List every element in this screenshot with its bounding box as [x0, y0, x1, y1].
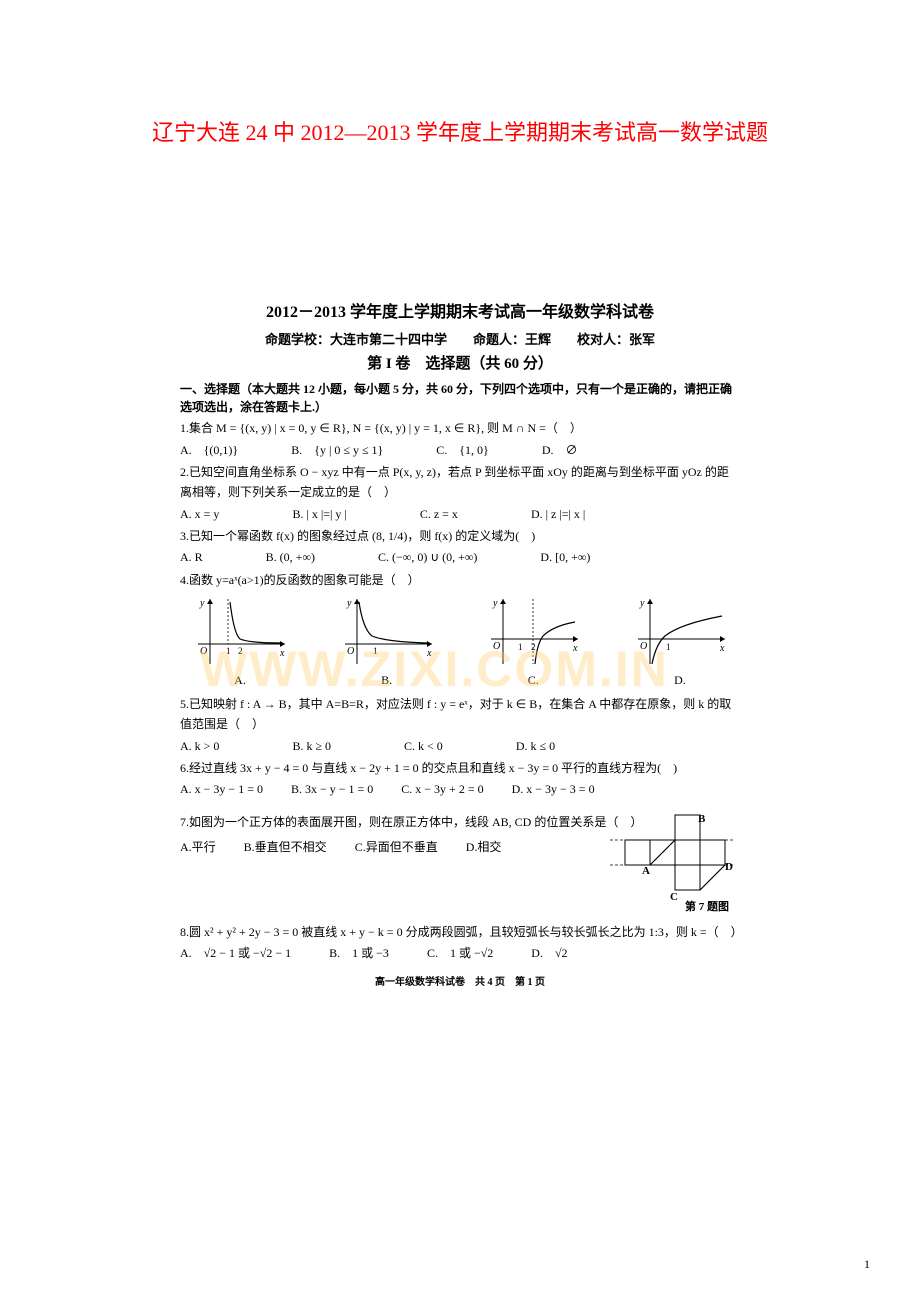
svg-text:y: y — [346, 598, 352, 609]
main-title: 辽宁大连 24 中 2012—2013 学年度上学期期末考试高一数学试题 — [0, 0, 920, 147]
svg-text:B: B — [698, 813, 706, 825]
instruction: 一、选择题（本大题共 12 小题，每小题 5 分，共 60 分，下列四个选项中，… — [180, 380, 740, 416]
q3-opt-b: B. (0, +∞) — [266, 548, 315, 567]
q2-opt-a: A. x = y — [180, 505, 219, 524]
q1-opt-d: D. ∅ — [542, 443, 578, 457]
q7-opt-c: C.异面但不垂直 — [355, 838, 438, 857]
options-5: A. k > 0 B. k ≥ 0 C. k < 0 D. k ≤ 0 — [180, 737, 740, 756]
q5-opt-c: C. k < 0 — [404, 737, 443, 756]
q2-opt-c: C. z = x — [420, 505, 458, 524]
q8-opt-b: B. 1 或 −3 — [329, 944, 389, 963]
svg-text:x: x — [719, 643, 725, 654]
q1-opt-c: C. {1, 0} — [436, 441, 489, 460]
q3-opt-a: A. R — [180, 548, 203, 567]
svg-text:y: y — [199, 598, 205, 609]
svg-text:D: D — [725, 861, 733, 873]
watermark: WWW.ZIXI.COM.IN — [200, 640, 669, 698]
q6-opt-a: A. x − 3y − 1 = 0 — [180, 780, 263, 799]
exam-title: 2012－2013 学年度上学期期末考试高一年级数学科试卷 — [180, 300, 740, 326]
exam-subtitle: 命题学校：大连市第二十四中学 命题人：王辉 校对人：张军 — [180, 330, 740, 351]
q8-opt-d: D. √2 — [531, 946, 567, 960]
cube-net-diagram: A B C D 第 7 题图 — [610, 812, 740, 922]
q8-opt-c: C. 1 或 −√2 — [427, 944, 493, 963]
q3-opt-c: C. (−∞, 0) ∪ (0, +∞) — [378, 548, 477, 567]
q2-opt-d: D. | z |=| x | — [531, 507, 585, 521]
options-2: A. x = y B. | x |=| y | C. z = x D. | z … — [180, 505, 740, 524]
q7-opt-d: D.相交 — [466, 840, 502, 854]
svg-text:y: y — [639, 598, 645, 609]
section-title: 第 I 卷 选择题（共 60 分） — [180, 352, 740, 376]
q1-opt-a: A. {(0,1)} — [180, 441, 238, 460]
q7-opt-a: A.平行 — [180, 838, 216, 857]
options-1: A. {(0,1)} B. {y | 0 ≤ y ≤ 1} C. {1, 0} … — [180, 441, 740, 460]
question-5: 5.已知映射 f : A → B，其中 A=B=R，对应法则 f : y = e… — [180, 694, 740, 735]
question-4: 4.函数 y=aˣ(a>1)的反函数的图象可能是（ ） — [180, 570, 740, 590]
q6-opt-d: D. x − 3y − 3 = 0 — [512, 782, 595, 796]
question-8: 8.圆 x² + y² + 2y − 3 = 0 被直线 x + y − k =… — [180, 922, 740, 942]
q2-opt-b: B. | x |=| y | — [292, 505, 346, 524]
options-3: A. R B. (0, +∞) C. (−∞, 0) ∪ (0, +∞) D. … — [180, 548, 740, 567]
page-number: 1 — [864, 1257, 870, 1272]
q8-opt-a: A. √2 − 1 或 −√2 − 1 — [180, 944, 291, 963]
options-6: A. x − 3y − 1 = 0 B. 3x − y − 1 = 0 C. x… — [180, 780, 740, 799]
options-8: A. √2 − 1 或 −√2 − 1 B. 1 或 −3 C. 1 或 −√2… — [180, 944, 740, 963]
svg-text:第 7 题图: 第 7 题图 — [685, 899, 729, 913]
q5-opt-a: A. k > 0 — [180, 737, 219, 756]
q6-opt-c: C. x − 3y + 2 = 0 — [401, 780, 483, 799]
q7-opt-b: B.垂直但不相交 — [244, 838, 327, 857]
footer: 高一年级数学科试卷 共 4 页 第 1 页 — [180, 975, 740, 991]
q5-opt-b: B. k ≥ 0 — [292, 737, 331, 756]
cube-net-svg: A B C D 第 7 题图 — [610, 812, 740, 922]
question-7-container: 7.如图为一个正方体的表面展开图，则在原正方体中，线段 AB, CD 的位置关系… — [180, 812, 740, 912]
q6-opt-b: B. 3x − y − 1 = 0 — [291, 780, 373, 799]
question-3: 3.已知一个幂函数 f(x) 的图象经过点 (8, 1/4)，则 f(x) 的定… — [180, 526, 740, 546]
svg-text:C: C — [670, 891, 678, 903]
question-6: 6.经过直线 3x + y − 4 = 0 与直线 x − 2y + 1 = 0… — [180, 758, 740, 778]
svg-text:y: y — [492, 598, 498, 609]
question-1: 1.集合 M = {(x, y) | x = 0, y ∈ R}, N = {(… — [180, 418, 740, 438]
q5-opt-d: D. k ≤ 0 — [516, 739, 555, 753]
q1-opt-b: B. {y | 0 ≤ y ≤ 1} — [291, 441, 383, 460]
q3-opt-d: D. [0, +∞) — [540, 550, 590, 564]
svg-text:A: A — [642, 865, 650, 877]
question-2: 2.已知空间直角坐标系 O − xyz 中有一点 P(x, y, z)，若点 P… — [180, 462, 740, 503]
